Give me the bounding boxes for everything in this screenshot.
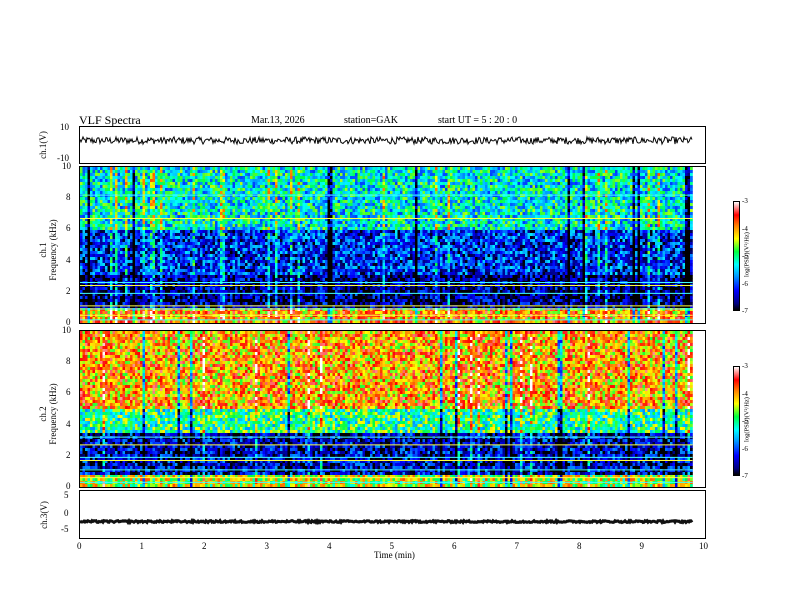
x-axis-tick: 0 [77,542,82,551]
ch1-waveform-panel [79,126,706,164]
x-axis-tick: 7 [515,542,520,551]
ch2-colorbar-tick: -3 [742,363,748,370]
ch1-spectrogram-ytick: 8 [66,193,71,202]
ch2-colorbar-tick: -6 [742,445,748,453]
ch2-spectrogram-ylabel: ch.2 Frequency (kHz) [38,364,58,464]
ch2-spectrogram-ytick: 2 [66,450,71,460]
date-label: Mar.13, 2026 [251,115,305,126]
ch3-waveform-panel [79,490,706,539]
ch2-spectrogram-panel [79,330,706,488]
ch2-colorbar [733,366,740,476]
ch1-waveform-plot [80,135,693,146]
x-axis-tick: 3 [265,542,270,551]
x-axis-label: Time (min) [374,550,415,560]
ch1-spectrogram-ytick: 2 [66,286,71,296]
ch2-spectrogram-ytick: 6 [66,388,71,397]
ch1-colorbar [733,201,740,311]
x-axis-tick: 4 [327,542,332,551]
ch1-colorbar-tick: -5 [742,253,748,260]
x-axis-tick: 6 [452,542,457,551]
ch3-ytick-mid: 0 [64,509,69,518]
ch2-spectrogram-ytick: 8 [66,357,71,366]
ch1-ytick-top: 10 [60,123,69,132]
ch1-colorbar-tick: -4 [742,225,748,233]
ch1-colorbar-tick: -7 [742,308,748,315]
ch1-colorbar-label: log(PSD)(V²/Hz) [744,220,751,290]
ch1-spectrogram-cells [80,167,693,323]
ch2-colorbar-tick: -4 [742,390,748,398]
ch1-spectrogram-plot [80,167,705,323]
ch1-spectrogram-ytick: 4 [66,255,71,265]
ch1-spectrogram-ylabel: ch.1 Frequency (kHz) [38,200,58,300]
ch1-colorbar-tick: -6 [742,280,748,288]
ch1-waveform-ylabel: ch.1(V) [38,123,48,167]
ch1-spectrogram-panel [79,166,706,324]
chart-title: VLF Spectra [79,113,141,128]
ch2-colorbar-tick: -7 [742,473,748,480]
ch1-spectrogram-ytick: 0 [66,318,71,327]
ch2-spectrogram-ytick: 0 [66,482,71,491]
ch3-ytick-top: 5 [64,491,69,500]
start-time-label: start UT = 5 : 20 : 0 [438,115,517,126]
ch1-ytick-bottom: -10 [57,154,69,163]
x-axis-tick: 9 [640,542,645,551]
ch2-colorbar-label: log(PSD)(V²/Hz) [744,385,751,455]
x-axis-tick: 5 [390,542,395,551]
ch3-waveform-plot [80,517,694,526]
ch2-colorbar-tick: -5 [742,418,748,425]
ch3-waveform-ylabel: ch.3(V) [39,493,49,537]
ch1-colorbar-tick: -3 [742,198,748,205]
ch1-spectrogram-ytick: 6 [66,224,71,233]
station-label: station=GAK [344,115,398,126]
x-axis-tick: 1 [140,542,145,551]
ch2-spectrogram-cells [80,331,693,487]
ch3-waveform-trace [80,517,694,526]
ch3-ytick-bottom: -5 [61,525,69,534]
ch2-spectrogram-ytick: 10 [62,326,71,335]
ch1-spectrogram-ytick: 10 [62,162,71,171]
ch2-spectrogram-ytick: 4 [66,419,71,429]
ch2-spectrogram-plot [80,331,705,487]
x-axis-tick: 10 [699,542,708,551]
x-axis-tick: 2 [202,542,207,551]
x-axis-tick: 8 [577,542,582,551]
ch1-waveform-trace [80,135,693,146]
